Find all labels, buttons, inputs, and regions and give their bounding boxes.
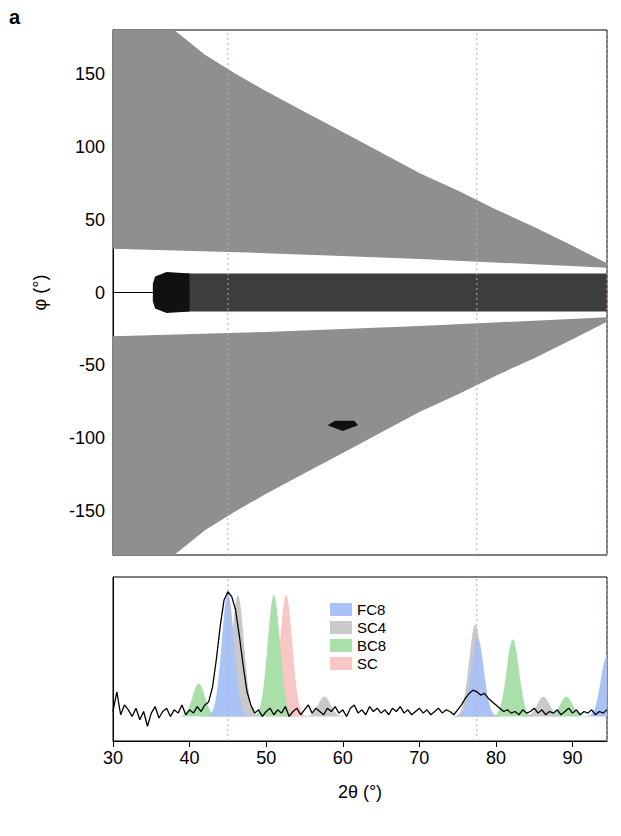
svg-text:-50: -50: [79, 355, 105, 375]
svg-text:0: 0: [95, 283, 105, 303]
svg-text:40: 40: [180, 748, 200, 768]
svg-text:50: 50: [85, 210, 105, 230]
svg-text:70: 70: [409, 748, 429, 768]
svg-text:80: 80: [486, 748, 506, 768]
svg-text:FC8: FC8: [357, 601, 385, 618]
svg-text:90: 90: [563, 748, 583, 768]
svg-text:2θ (°): 2θ (°): [338, 782, 382, 802]
svg-text:-100: -100: [69, 428, 105, 448]
svg-text:SC: SC: [357, 655, 378, 672]
svg-text:50: 50: [256, 748, 276, 768]
svg-text:100: 100: [75, 137, 105, 157]
svg-text:BC8: BC8: [357, 637, 386, 654]
svg-text:a: a: [9, 6, 21, 28]
svg-text:φ (°): φ (°): [30, 275, 50, 311]
svg-text:-150: -150: [69, 501, 105, 521]
svg-text:150: 150: [75, 64, 105, 84]
svg-text:60: 60: [333, 748, 353, 768]
svg-text:30: 30: [103, 748, 123, 768]
svg-text:SC4: SC4: [357, 619, 386, 636]
